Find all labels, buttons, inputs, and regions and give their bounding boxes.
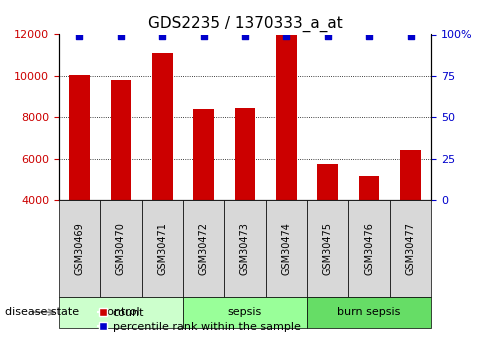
Bar [193,109,214,200]
Bar [183,200,224,297]
Bar [266,200,307,297]
Bar [142,200,183,297]
Point [407,33,415,39]
Text: disease state: disease state [5,307,79,317]
Bar [224,200,266,297]
Bar [390,200,431,297]
Bar [307,297,431,328]
Text: burn sepsis: burn sepsis [338,307,401,317]
Text: GSM30473: GSM30473 [240,222,250,275]
Bar [307,200,348,297]
Text: GSM30472: GSM30472 [198,222,209,275]
Text: GSM30477: GSM30477 [406,222,416,275]
Point [365,33,373,39]
Text: sepsis: sepsis [228,307,262,317]
Point [282,33,290,39]
Point [75,33,83,39]
Bar [235,108,255,200]
Text: GSM30474: GSM30474 [281,222,292,275]
Bar [359,176,379,200]
Legend: count, percentile rank within the sample: count, percentile rank within the sample [94,304,305,336]
Text: control: control [101,307,140,317]
Bar [183,297,307,328]
Point [117,33,125,39]
Bar [69,75,90,200]
Bar [100,200,142,297]
Text: GSM30476: GSM30476 [364,222,374,275]
Bar [59,200,100,297]
Point [200,33,208,39]
Text: GSM30470: GSM30470 [116,222,126,275]
Text: GSM30475: GSM30475 [323,222,333,275]
Bar [318,164,338,200]
Point [241,33,249,39]
Text: GSM30471: GSM30471 [157,222,167,275]
Bar [348,200,390,297]
Point [158,33,166,39]
Point [324,33,332,39]
Text: GSM30469: GSM30469 [74,222,84,275]
Bar [111,80,131,200]
Bar [400,150,421,200]
Bar [59,297,183,328]
Bar [152,53,172,200]
Title: GDS2235 / 1370333_a_at: GDS2235 / 1370333_a_at [147,16,343,32]
Bar [276,34,297,200]
